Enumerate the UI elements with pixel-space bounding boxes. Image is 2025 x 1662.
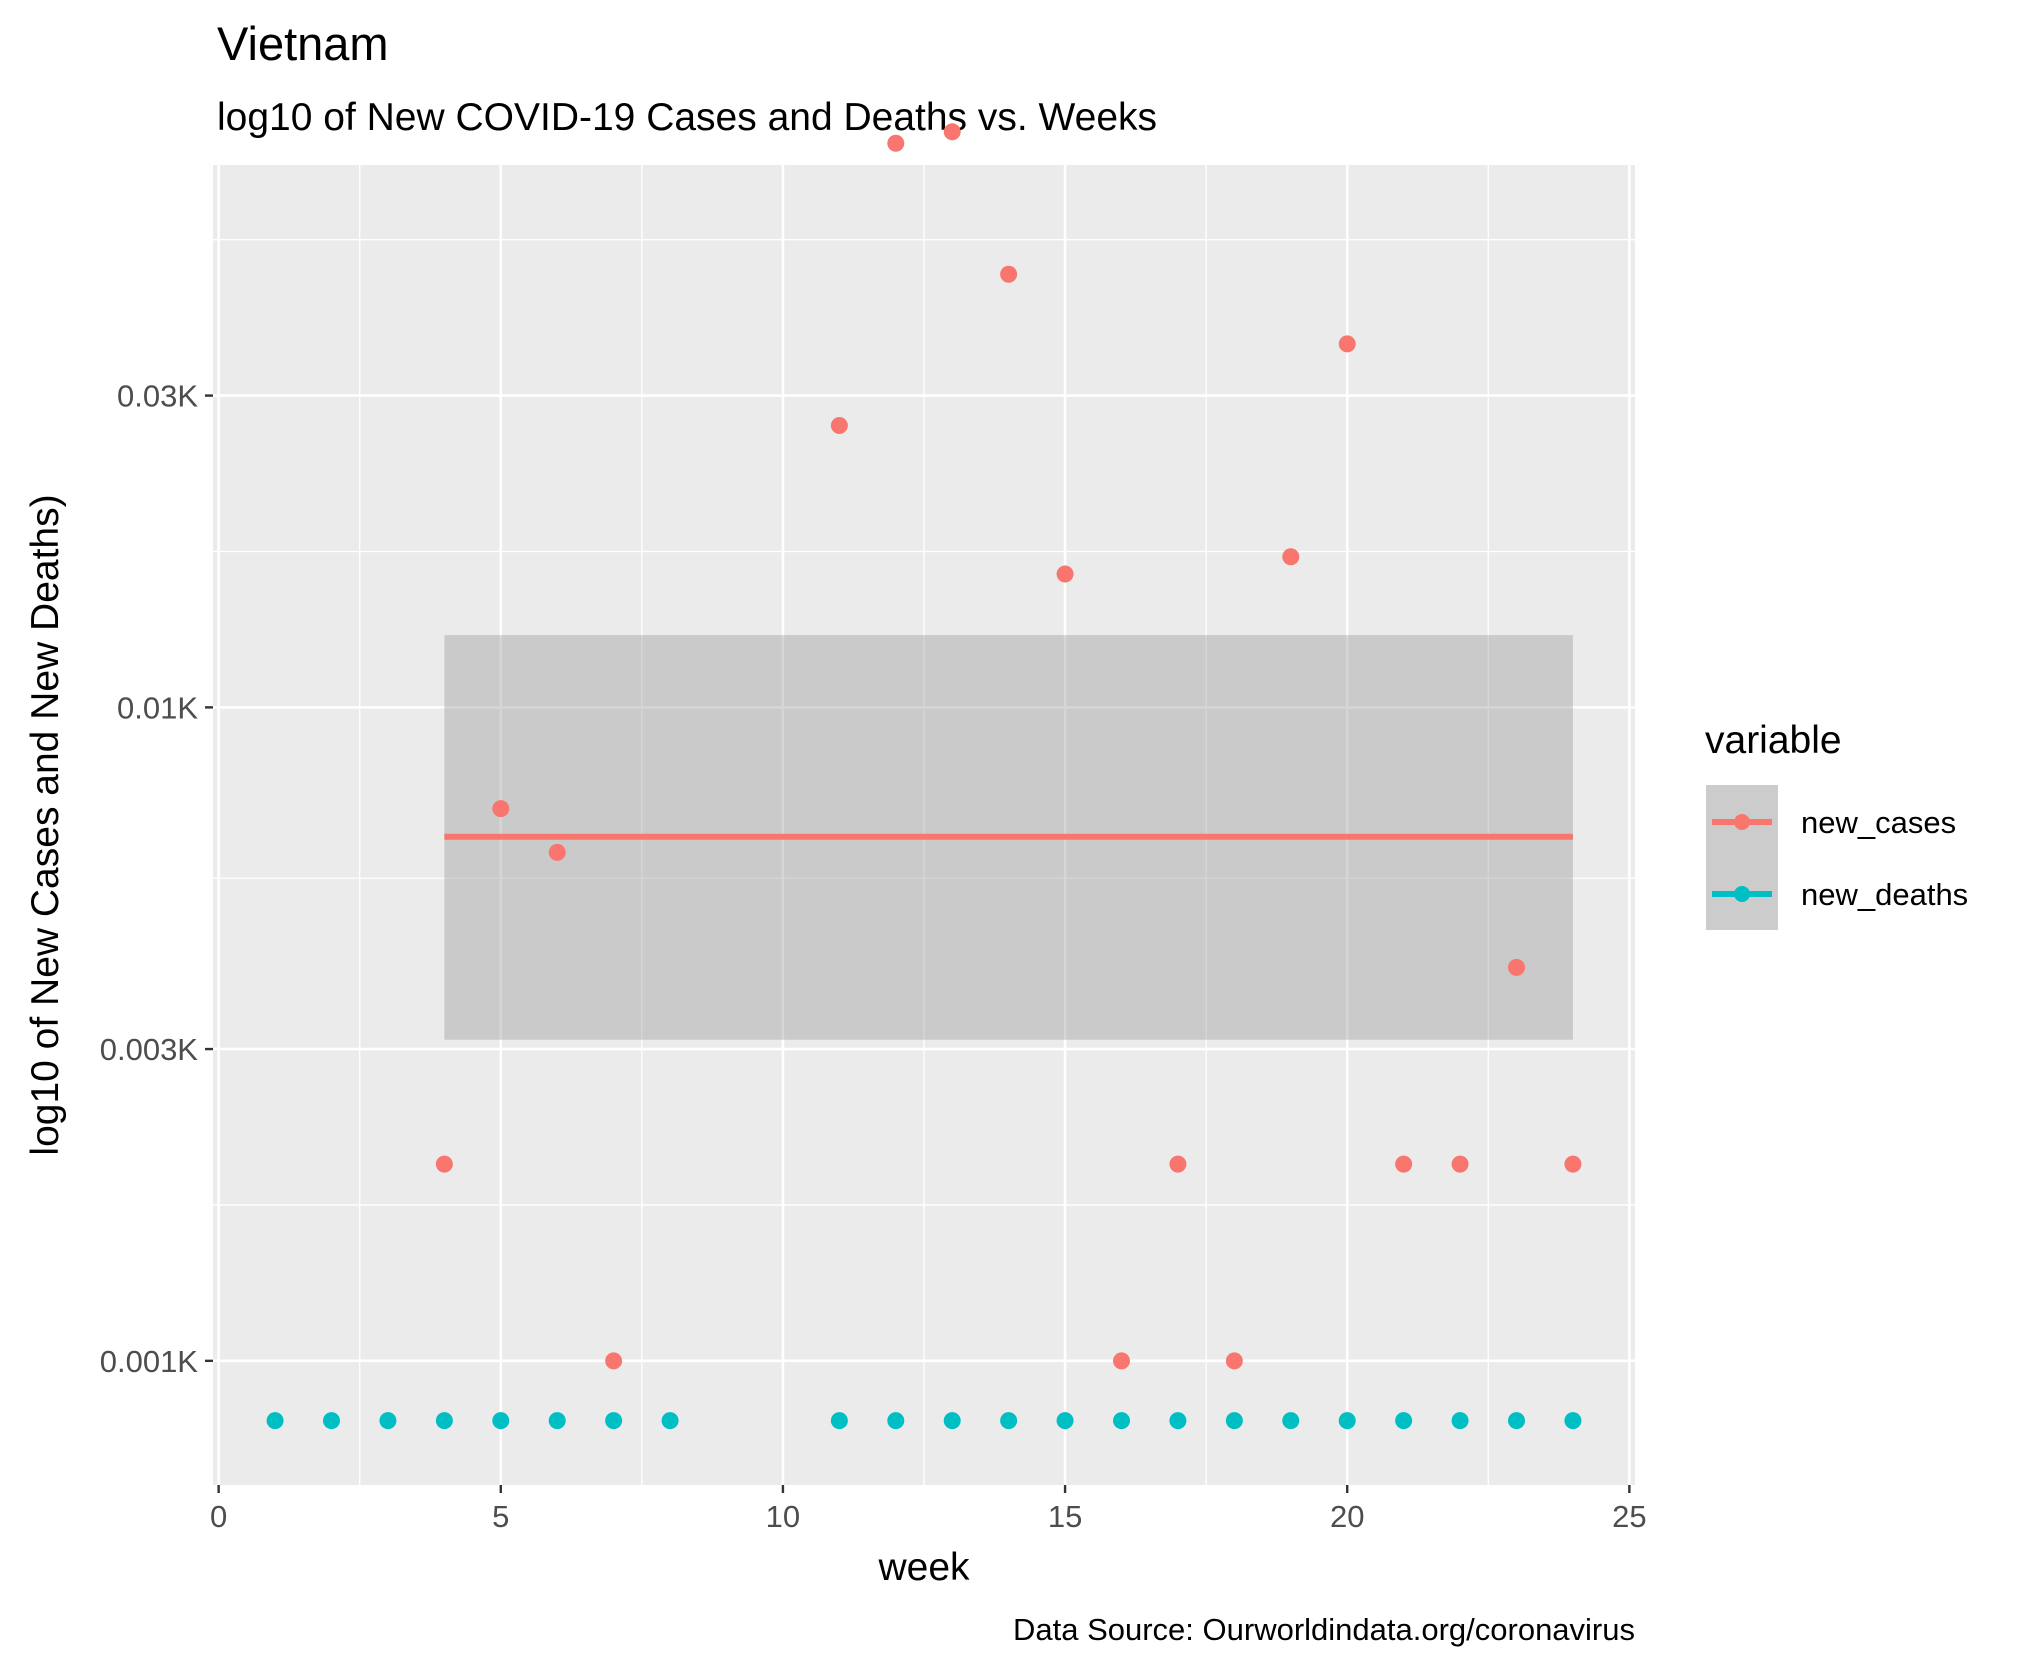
- data-point-new-deaths: [887, 1412, 905, 1430]
- data-point-new-cases: [1000, 265, 1018, 283]
- data-point-new-deaths: [1338, 1412, 1356, 1430]
- data-point-new-cases: [1056, 565, 1074, 583]
- data-point-new-deaths: [1282, 1412, 1300, 1430]
- data-point-new-deaths: [1508, 1412, 1525, 1430]
- caption: Data Source: Ourworldindata.org/coronavi…: [1013, 1612, 1635, 1647]
- y-tick-label: 0.01K: [117, 690, 198, 725]
- data-point-new-deaths: [379, 1412, 397, 1430]
- data-point-new-cases: [548, 843, 566, 861]
- data-point-new-cases: [492, 800, 510, 818]
- data-point-new-cases: [435, 1155, 453, 1173]
- data-point-new-cases: [1113, 1352, 1130, 1370]
- data-point-new-deaths: [943, 1412, 961, 1430]
- data-point-new-deaths: [605, 1412, 623, 1430]
- data-point-new-deaths: [492, 1412, 510, 1430]
- data-point-new-deaths: [1000, 1412, 1018, 1430]
- data-point-new-deaths: [1169, 1412, 1187, 1430]
- data-point-new-cases: [1451, 1155, 1469, 1173]
- y-axis-title: log10 of New Cases and New Deaths): [24, 494, 67, 1155]
- y-tick-label: 0.003K: [100, 1032, 199, 1067]
- data-point-new-cases: [1508, 958, 1525, 976]
- x-tick-label: 25: [1612, 1499, 1646, 1534]
- data-point-new-cases: [830, 416, 848, 434]
- legend-title: variable: [1705, 719, 1842, 762]
- x-axis-title: week: [877, 1546, 970, 1589]
- y-tick-label: 0.03K: [117, 379, 198, 414]
- y-axis: 0.001K 0.003K 0.01K 0.03K: [100, 379, 213, 1379]
- data-point-new-deaths: [1395, 1412, 1413, 1430]
- legend-key-new-deaths-point: [1734, 886, 1750, 902]
- data-point-new-deaths: [661, 1412, 679, 1430]
- x-tick-label: 5: [492, 1499, 509, 1534]
- data-point-new-deaths: [1451, 1412, 1469, 1430]
- x-tick-label: 20: [1330, 1499, 1364, 1534]
- data-point-new-deaths: [435, 1412, 453, 1430]
- data-point-new-deaths: [323, 1412, 340, 1430]
- chart-title: Vietnam: [217, 17, 389, 70]
- x-tick-label: 0: [210, 1499, 227, 1534]
- data-point-new-deaths: [1056, 1412, 1074, 1430]
- legend-label-new-deaths: new_deaths: [1801, 877, 1968, 912]
- grid-lines: [213, 165, 1635, 1485]
- data-point-new-cases: [1395, 1155, 1413, 1173]
- legend-label-new-cases: new_cases: [1801, 805, 1956, 840]
- x-tick-label: 15: [1048, 1499, 1082, 1534]
- data-point-new-cases: [1564, 1155, 1582, 1173]
- data-point-new-cases: [1169, 1155, 1187, 1173]
- chart-subtitle: log10 of New COVID-19 Cases and Deaths v…: [217, 96, 1157, 139]
- data-point-new-deaths: [830, 1412, 848, 1430]
- data-points: [266, 123, 1582, 1430]
- data-point-new-deaths: [1564, 1412, 1582, 1430]
- data-point-new-deaths: [1225, 1412, 1243, 1430]
- x-axis: 0 5 10 15 20 25: [210, 1485, 1647, 1534]
- data-point-new-cases: [1282, 548, 1300, 566]
- x-tick-label: 10: [766, 1499, 800, 1534]
- data-point-new-cases: [887, 134, 905, 152]
- legend-key-new-cases-point: [1734, 814, 1750, 830]
- legend: variable new_cases new_deaths: [1705, 719, 1968, 930]
- legend-key-background: [1706, 785, 1778, 930]
- data-point-new-cases: [1225, 1352, 1243, 1370]
- data-point-new-deaths: [548, 1412, 566, 1430]
- data-point-new-deaths: [1113, 1412, 1130, 1430]
- data-point-new-cases: [605, 1352, 623, 1370]
- y-tick-label: 0.001K: [100, 1344, 199, 1379]
- data-point-new-deaths: [266, 1412, 284, 1430]
- data-point-new-cases: [943, 123, 961, 141]
- data-point-new-cases: [1338, 335, 1356, 353]
